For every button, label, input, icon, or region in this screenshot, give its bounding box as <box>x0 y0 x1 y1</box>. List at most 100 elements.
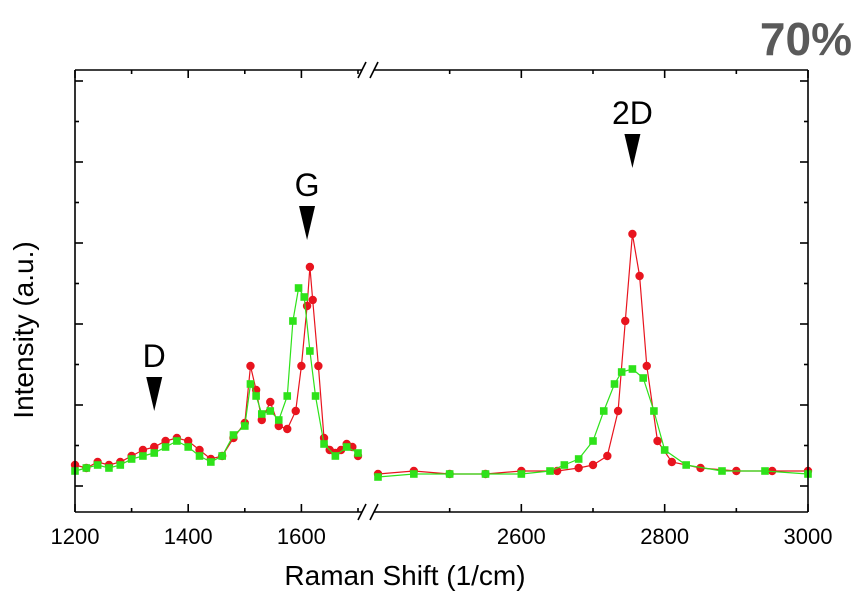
series-green-point <box>374 473 382 481</box>
axis-break-mark <box>357 61 367 79</box>
series-red-point <box>305 262 315 272</box>
series-red-point <box>308 295 317 305</box>
series-red-point <box>635 271 644 281</box>
series-green-point <box>617 368 626 376</box>
series-green-point <box>150 449 159 457</box>
series-green-point <box>481 470 490 478</box>
series-green-point <box>589 437 597 445</box>
series-green-point <box>139 452 147 460</box>
peak-arrow <box>624 134 641 168</box>
series-green-point <box>660 446 669 454</box>
series-red-point <box>150 442 159 452</box>
series-green-point <box>574 455 583 463</box>
series-green-point <box>274 416 283 424</box>
series-red-point <box>266 397 275 407</box>
series-red-point <box>653 436 662 446</box>
tick-labels: 1200 1400 1600 2600 2800 3000 <box>51 524 833 549</box>
series-green-point <box>93 461 102 469</box>
series-red-point <box>195 445 204 455</box>
x-tick-label: 2600 <box>497 524 546 549</box>
series-green-point <box>628 365 637 373</box>
x-tick-label: 1600 <box>277 524 326 549</box>
series-green-point <box>599 407 608 415</box>
series-red-point <box>161 436 170 446</box>
series-green-point <box>300 293 309 301</box>
series-green-point <box>173 437 181 445</box>
x-tick-label: 3000 <box>784 524 833 549</box>
series-red-point <box>314 361 323 371</box>
series-green-point <box>639 374 647 382</box>
series-green-point <box>342 443 351 451</box>
x-axis-label: Raman Shift (1/cm) <box>284 560 525 591</box>
axis-break-mark <box>369 61 379 79</box>
series-green-point <box>105 464 113 472</box>
series-green-point <box>320 440 328 448</box>
series-green-point <box>241 422 249 430</box>
series-red-point <box>246 361 255 371</box>
series-green-point <box>354 449 362 457</box>
series-green-point <box>218 452 226 460</box>
series-green-point <box>207 458 215 466</box>
series-red-point <box>642 361 651 371</box>
series-green-point <box>246 380 255 388</box>
y-axis-label: Intensity (a.u.) <box>8 241 39 418</box>
series-red-point <box>184 436 193 446</box>
chart-marks <box>70 229 813 481</box>
peak-arrow <box>146 377 163 411</box>
series-red-point <box>613 406 623 416</box>
series-green-point <box>82 464 91 472</box>
series-red-point <box>319 433 329 443</box>
series-green-point <box>445 470 454 478</box>
series-green-point <box>252 392 260 400</box>
peak-arrow <box>299 206 316 240</box>
series-green-point <box>195 452 204 460</box>
series-green-point <box>306 347 314 355</box>
percentage-badge: 70% <box>760 13 852 65</box>
series-green-point <box>682 461 690 469</box>
series-green-point <box>718 467 726 475</box>
series-green-point <box>283 392 292 400</box>
series-green-point <box>294 284 303 292</box>
series-green-point <box>410 470 418 478</box>
series-green-point <box>161 443 170 451</box>
series-green-point <box>546 467 554 475</box>
axis-break-mark <box>357 503 367 521</box>
peak-label: D <box>143 338 166 374</box>
series-red-point <box>628 229 637 239</box>
series-red-point <box>274 421 283 431</box>
series-green-point <box>331 452 340 460</box>
series-green-point <box>184 443 192 451</box>
series-green-line <box>377 368 809 478</box>
series-red-point <box>603 451 612 461</box>
series-green-point <box>116 461 125 469</box>
series-red-point <box>283 424 292 434</box>
x-tick-label: 1400 <box>164 524 213 549</box>
series-red-point <box>291 406 300 416</box>
x-tick-label: 1200 <box>51 524 100 549</box>
series-green-point <box>229 431 238 439</box>
series-red-point <box>621 316 630 326</box>
series-green-point <box>289 317 297 325</box>
series-green-point <box>311 392 320 400</box>
axis-break-mark <box>369 503 379 521</box>
series-red-point <box>297 361 306 371</box>
series-green-point <box>266 407 275 415</box>
peak-markers: D G 2D <box>143 95 653 411</box>
series-red-point <box>667 457 677 467</box>
chart-axes <box>74 61 809 521</box>
series-red-point <box>257 415 266 425</box>
series-green-point <box>257 410 266 418</box>
series-green-point <box>761 467 769 475</box>
x-tick-label: 2800 <box>640 524 689 549</box>
series-red-point <box>588 460 598 470</box>
series-red-point <box>138 445 148 455</box>
peak-label: G <box>295 167 320 203</box>
series-green-point <box>650 407 658 415</box>
series-green-point <box>560 461 569 469</box>
peak-label: 2D <box>612 95 653 131</box>
series-green-point <box>517 470 526 478</box>
series-green-point <box>127 455 136 463</box>
series-green-point <box>610 380 619 388</box>
series-green-line <box>74 286 359 472</box>
